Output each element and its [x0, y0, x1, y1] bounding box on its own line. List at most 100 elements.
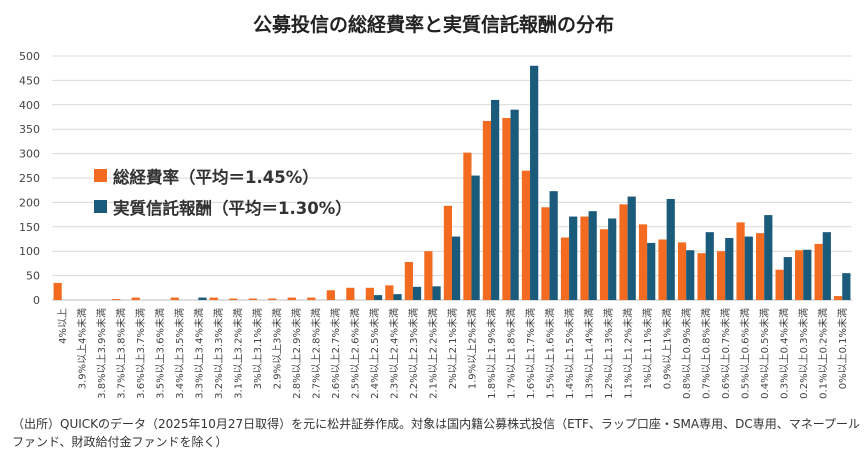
y-tick-label: 350	[19, 123, 40, 136]
legend-label-total-expense: 総経費率（平均＝1.45%）	[113, 167, 319, 187]
bar-trust-fee	[705, 232, 714, 300]
x-tick-label: 2.1%以上2.2%未満	[427, 308, 439, 399]
x-tick-label: 1.4%以上1.5%未満	[564, 308, 576, 399]
x-tick-label: 3.6%以上3.7%未満	[135, 308, 147, 399]
y-tick-label: 500	[19, 50, 40, 63]
bar-total-expense	[307, 297, 316, 300]
legend-item-trust-fee: 実質信託報酬（平均＝1.30%）	[94, 191, 352, 222]
bar-total-expense	[248, 298, 257, 300]
x-tick-label: 1.2%以上1.3%未満	[603, 308, 615, 399]
bar-trust-fee	[822, 232, 831, 300]
bar-total-expense	[131, 297, 140, 300]
bar-total-expense	[424, 251, 433, 300]
bar-total-expense	[170, 297, 179, 300]
x-tick-label: 1.9%以上2%未満	[467, 308, 479, 389]
bar-trust-fee	[471, 175, 480, 300]
bar-total-expense	[209, 297, 218, 300]
x-tick-label: 2.6%以上2.7%未満	[330, 308, 342, 399]
x-tick-label: 3%以上3.1%未満	[252, 308, 264, 389]
legend-item-total-expense: 総経費率（平均＝1.45%）	[94, 160, 352, 191]
y-tick-label: 300	[19, 148, 40, 161]
bar-total-expense	[502, 117, 511, 300]
bar-trust-fee	[510, 109, 519, 301]
bar-total-expense	[482, 120, 492, 301]
bar-chart: 0 50 100 150 200 250 300 350 400 450 500 4%以上 3.9%以上…	[19, 50, 852, 399]
bar-total-expense	[287, 297, 296, 300]
y-tick-label: 100	[19, 245, 40, 258]
x-tick-label: 1%以上1.1%未満	[642, 308, 654, 389]
x-tick-label: 2.2%以上2.3%未満	[408, 308, 420, 399]
x-tick-label: 3.9%以上4%未満	[76, 308, 88, 389]
bar-total-expense	[53, 282, 62, 300]
x-tick-label: 2.5%以上2.6%未満	[349, 308, 361, 399]
chart-title: 公募投信の総経費率と実質信託報酬の分布	[252, 14, 614, 36]
legend: 総経費率（平均＝1.45%） 実質信託報酬（平均＝1.30%）	[94, 160, 352, 222]
x-tick-label: 1.3%以上1.4%未満	[584, 308, 596, 399]
bar-total-expense	[775, 269, 784, 300]
y-tick-label: 50	[26, 270, 40, 283]
bar-trust-fee	[198, 297, 207, 300]
y-tick-label: 200	[19, 196, 40, 209]
bar-total-expense	[443, 205, 452, 300]
x-tick-label: 3.1%以上3.2%未満	[232, 308, 244, 399]
x-tick-label: 2.4%以上2.5%未満	[369, 308, 381, 399]
x-tick-label: 0.7%以上0.8%未満	[701, 308, 713, 399]
x-tick-label: 1.7%以上1.8%未満	[506, 308, 518, 399]
bar-trust-fee	[842, 273, 851, 300]
bar-trust-fee	[432, 286, 441, 300]
x-tick-label: 3.8%以上3.9%未満	[96, 308, 108, 399]
bar-total-expense	[736, 222, 745, 300]
bar-total-expense	[697, 253, 706, 300]
bar-total-expense	[268, 298, 277, 300]
x-tick-label: 0.9%以上1%未満	[662, 308, 674, 389]
bar-trust-fee	[549, 191, 558, 300]
bar-trust-fee	[373, 295, 383, 300]
bar-total-expense	[385, 285, 394, 300]
x-tick-label: 0%以上0.1%未満	[837, 308, 849, 389]
x-tick-label: 0.1%以上0.2%未満	[818, 308, 830, 399]
x-tick-label: 1.8%以上1.9%未満	[486, 308, 498, 399]
x-tick-label: 3.2%以上3.3%未満	[213, 308, 225, 399]
x-tick-label: 2.9%以上3%未満	[271, 308, 283, 389]
x-tick-label: 2.7%以上2.8%未満	[310, 308, 322, 399]
bar-trust-fee	[783, 257, 792, 300]
bar-trust-fee	[452, 236, 461, 300]
x-tick-label: 0.6%以上0.7%未満	[720, 308, 732, 399]
x-tick-label: 0.8%以上0.9%未満	[681, 308, 693, 399]
bar-total-expense	[326, 290, 335, 300]
bar-total-expense	[677, 242, 687, 300]
bar-trust-fee	[530, 65, 539, 300]
x-tick-label: 2%以上2.1%未満	[447, 308, 459, 389]
bar-total-expense	[229, 298, 238, 300]
bar-trust-fee	[412, 286, 422, 300]
x-tick-label: 0.4%以上0.5%未満	[759, 308, 771, 399]
x-tick-label: 3.3%以上3.4%未満	[193, 308, 205, 399]
bar-trust-fee	[569, 216, 578, 300]
bar-trust-fee	[608, 218, 617, 300]
bar-trust-fee	[627, 196, 636, 300]
y-tick-label: 0	[33, 294, 40, 307]
bar-trust-fee	[647, 242, 656, 300]
x-tick-label: 3.7%以上3.8%未満	[115, 308, 127, 399]
y-tick-label: 150	[19, 221, 40, 234]
bar-trust-fee	[666, 198, 675, 300]
bar-total-expense	[580, 216, 589, 300]
bar-total-expense	[658, 239, 667, 300]
x-tick-label: 0.2%以上0.3%未満	[798, 308, 810, 399]
x-tick-label: 3.4%以上3.5%未満	[174, 308, 186, 399]
bar-total-expense	[599, 229, 609, 300]
x-tick-label: 1.5%以上1.6%未満	[545, 308, 557, 399]
bar-total-expense	[541, 207, 550, 300]
y-tick-label: 400	[19, 99, 40, 112]
x-tick-label: 2.3%以上2.4%未満	[388, 308, 400, 399]
bar-total-expense	[716, 251, 726, 300]
x-tick-label: 2.8%以上2.9%未満	[291, 308, 303, 399]
bar-total-expense	[756, 233, 765, 300]
bar-total-expense	[619, 204, 628, 300]
x-tick-label: 0.5%以上0.6%未満	[740, 308, 752, 399]
bar-total-expense	[346, 287, 355, 300]
bar-trust-fee	[588, 211, 597, 300]
bar-trust-fee	[744, 236, 753, 300]
x-tick-label: 0.3%以上0.4%未満	[779, 308, 791, 399]
